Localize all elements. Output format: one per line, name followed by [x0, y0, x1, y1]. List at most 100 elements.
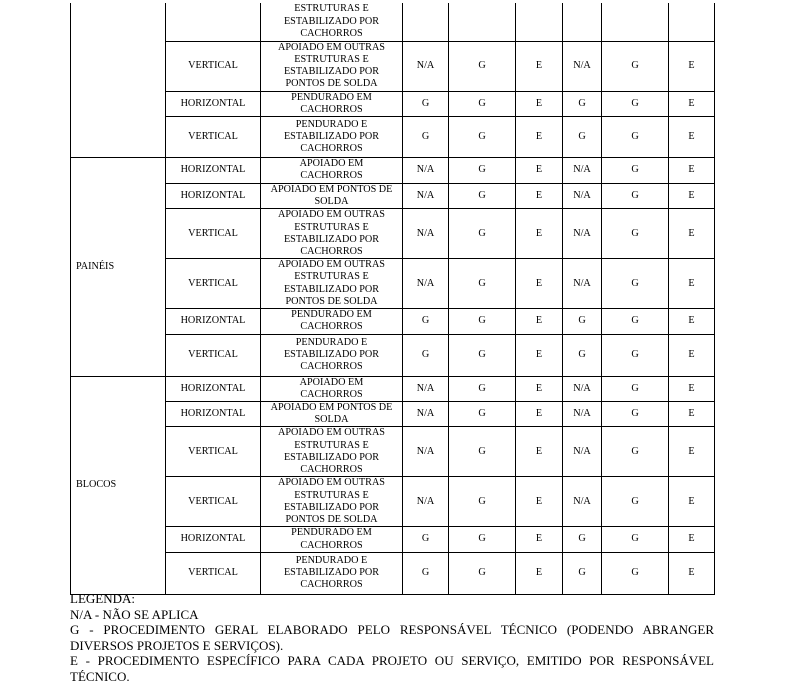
value-cell: N/A — [402, 40, 449, 92]
table-row: VERTICAL APOIADO EM OUTRAS ESTRUTURAS E E… — [71, 258, 715, 310]
value-cell: E — [515, 258, 563, 310]
value-cell: E — [668, 476, 715, 528]
table-row: VERTICAL APOIADO EM OUTRAS ESTRUTURAS E E… — [71, 476, 715, 528]
legend-item-e: E - PROCEDIMENTO ESPECÍFICO PARA CADA PR… — [70, 653, 714, 684]
value-cell: G — [601, 426, 669, 478]
description-cell: PENDURADO E ESTABILIZADO POR CACHORROS — [260, 551, 403, 595]
value-cell: G — [402, 551, 449, 595]
value-cell: G — [562, 551, 602, 595]
value-cell: N/A — [562, 476, 602, 528]
orientation-cell: HORIZONTAL — [165, 156, 261, 184]
value-cell — [601, 3, 669, 42]
description-cell: PENDURADO E ESTABILIZADO POR CACHORROS — [260, 115, 403, 158]
value-cell: G — [601, 400, 669, 428]
value-cell: E — [668, 90, 715, 117]
value-cell: E — [668, 156, 715, 184]
value-cell: E — [515, 400, 563, 428]
orientation-cell: VERTICAL — [165, 426, 261, 478]
description-cell: APOIADO EM CACHORROS — [260, 375, 403, 402]
value-cell: E — [668, 526, 715, 553]
value-cell: G — [601, 40, 669, 92]
description-cell: APOIADO EM PONTOS DE SOLDA — [260, 182, 403, 210]
value-cell: E — [668, 551, 715, 595]
value-cell: G — [448, 375, 516, 402]
value-cell: E — [515, 115, 563, 158]
orientation-cell: HORIZONTAL — [165, 182, 261, 210]
legend-item-g: G - PROCEDIMENTO GERAL ELABORADO PELO RE… — [70, 622, 714, 653]
table-row: VERTICAL PENDURADO E ESTABILIZADO POR CAC… — [71, 551, 715, 595]
description-cell: PENDURADO EM CACHORROS — [260, 90, 403, 117]
orientation-cell: VERTICAL — [165, 258, 261, 310]
legend: LEGENDA: N/A - NÃO SE APLICA G - PROCEDI… — [70, 591, 714, 684]
value-cell: N/A — [562, 400, 602, 428]
value-cell: N/A — [402, 208, 449, 260]
value-cell: G — [448, 258, 516, 310]
value-cell: E — [515, 182, 563, 210]
description-cell: APOIADO EM OUTRAS ESTRUTURAS E ESTABILIZ… — [260, 426, 403, 478]
procedures-table: ESTRUTURAS E ESTABILIZADO POR CACHORROS V… — [70, 3, 715, 595]
value-cell: N/A — [562, 182, 602, 210]
value-cell — [402, 3, 449, 42]
value-cell: G — [448, 426, 516, 478]
value-cell: G — [601, 476, 669, 528]
orientation-cell: VERTICAL — [165, 40, 261, 92]
value-cell: N/A — [402, 400, 449, 428]
value-cell: G — [601, 208, 669, 260]
value-cell: E — [515, 208, 563, 260]
table-row: HORIZONTAL PENDURADO EM CACHORROS G G E G G E — [71, 526, 715, 553]
value-cell: G — [562, 526, 602, 553]
value-cell: G — [601, 90, 669, 117]
value-cell: G — [601, 115, 669, 158]
legend-title: LEGENDA: — [70, 591, 135, 606]
value-cell: E — [668, 258, 715, 310]
table-row: BLOCOS HORIZONTAL APOIADO EM CACHORROS N/A G… — [70, 375, 715, 595]
value-cell — [668, 3, 715, 42]
table-row: HORIZONTAL APOIADO EM PONTOS DE SOLDA N/A G… — [71, 182, 715, 210]
value-cell: G — [448, 333, 516, 377]
orientation-cell: VERTICAL — [165, 333, 261, 377]
value-cell: G — [448, 156, 516, 184]
description-cell: APOIADO EM CACHORROS — [260, 156, 403, 184]
description-cell: APOIADO EM PONTOS DE SOLDA — [260, 400, 403, 428]
value-cell: E — [668, 40, 715, 92]
group-cell — [70, 3, 166, 158]
value-cell: N/A — [402, 375, 449, 402]
value-cell: E — [668, 375, 715, 402]
orientation-cell: HORIZONTAL — [165, 375, 261, 402]
description-cell: APOIADO EM OUTRAS ESTRUTURAS E ESTABILIZ… — [260, 208, 403, 260]
orientation-cell: VERTICAL — [165, 208, 261, 260]
value-cell: G — [601, 156, 669, 184]
value-cell: E — [668, 182, 715, 210]
value-cell: G — [448, 115, 516, 158]
table-row: VERTICAL APOIADO EM OUTRAS ESTRUTURAS E E… — [71, 40, 715, 92]
orientation-cell: HORIZONTAL — [165, 400, 261, 428]
group-cell: PAINÉIS — [70, 156, 166, 377]
value-cell: N/A — [402, 426, 449, 478]
table-row: HORIZONTAL PENDURADO EM CACHORROS G G E G G E — [71, 308, 715, 335]
orientation-cell — [165, 3, 261, 42]
value-cell: G — [601, 526, 669, 553]
table-row: HORIZONTAL PENDURADO EM CACHORROS G G E G G E — [71, 90, 715, 117]
value-cell: G — [601, 375, 669, 402]
value-cell: E — [515, 426, 563, 478]
value-cell: E — [668, 400, 715, 428]
orientation-cell: VERTICAL — [165, 551, 261, 595]
value-cell: E — [515, 308, 563, 335]
description-cell: APOIADO EM OUTRAS ESTRUTURAS E ESTABILIZ… — [260, 40, 403, 92]
value-cell: E — [515, 476, 563, 528]
value-cell: E — [515, 40, 563, 92]
description-cell: PENDURADO E ESTABILIZADO POR CACHORROS — [260, 333, 403, 377]
value-cell: G — [402, 115, 449, 158]
value-cell: E — [668, 115, 715, 158]
orientation-cell: VERTICAL — [165, 476, 261, 528]
value-cell: E — [515, 90, 563, 117]
value-cell: G — [448, 308, 516, 335]
description-cell: PENDURADO EM CACHORROS — [260, 526, 403, 553]
value-cell: N/A — [402, 156, 449, 184]
value-cell: E — [515, 375, 563, 402]
value-cell: E — [668, 333, 715, 377]
value-cell: N/A — [562, 208, 602, 260]
value-cell: E — [515, 156, 563, 184]
orientation-cell: HORIZONTAL — [165, 90, 261, 117]
value-cell: N/A — [562, 375, 602, 402]
